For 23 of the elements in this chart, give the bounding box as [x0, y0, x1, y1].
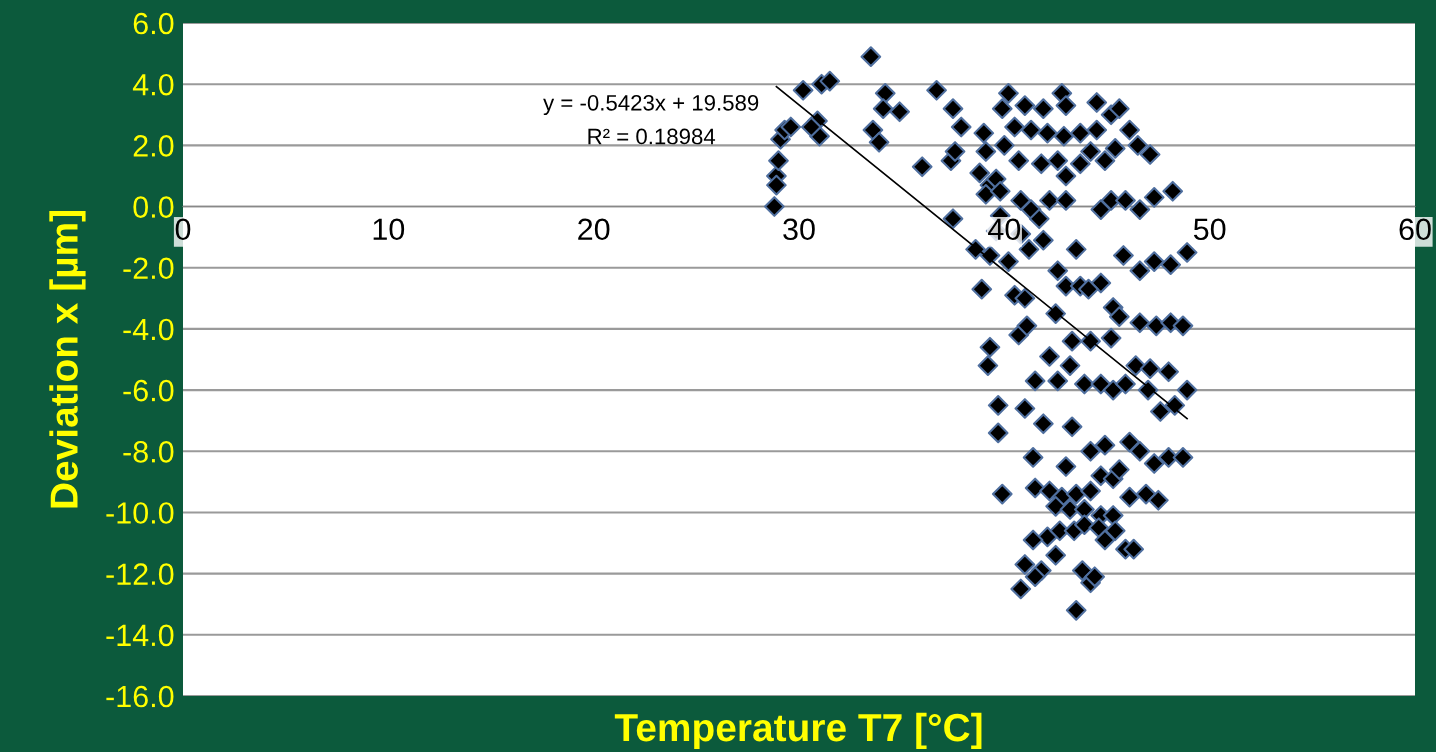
- annotation: R² = 0.18984: [588, 128, 716, 145]
- y-tick-label: 6.0: [133, 12, 174, 35]
- x-tick-label: 50: [1193, 218, 1226, 241]
- y-tick-label: 0.0: [133, 196, 174, 218]
- y-tick-label: 4.0: [132, 73, 174, 96]
- y-tick-label: 2.0: [133, 135, 174, 157]
- x-tick-label: 40: [988, 218, 1021, 241]
- x-tick-label: 10: [373, 218, 405, 241]
- y-axis-title: Deviation x [µm]: [49, 211, 86, 508]
- x-tick-label: 20: [578, 218, 610, 241]
- y-tick-label: -14.0: [106, 624, 174, 647]
- x-axis-title: Temperature T7 [°C]: [614, 712, 982, 750]
- y-tick-label: -2.0: [123, 257, 174, 280]
- y-tick-label: -12.0: [106, 563, 174, 586]
- x-tick-label: 30: [783, 218, 815, 241]
- x-tick-label: 60: [1399, 218, 1431, 241]
- y-tick-label: -16.0: [106, 685, 174, 708]
- y-tick-label: -4.0: [123, 318, 174, 341]
- annotation: y = -0.5423x + 19.589: [543, 94, 759, 116]
- y-tick-label: -10.0: [106, 502, 174, 524]
- y-tick-label: -8.0: [123, 441, 174, 463]
- y-tick-label: -6.0: [123, 379, 174, 402]
- x-tick-label: 0: [175, 218, 191, 241]
